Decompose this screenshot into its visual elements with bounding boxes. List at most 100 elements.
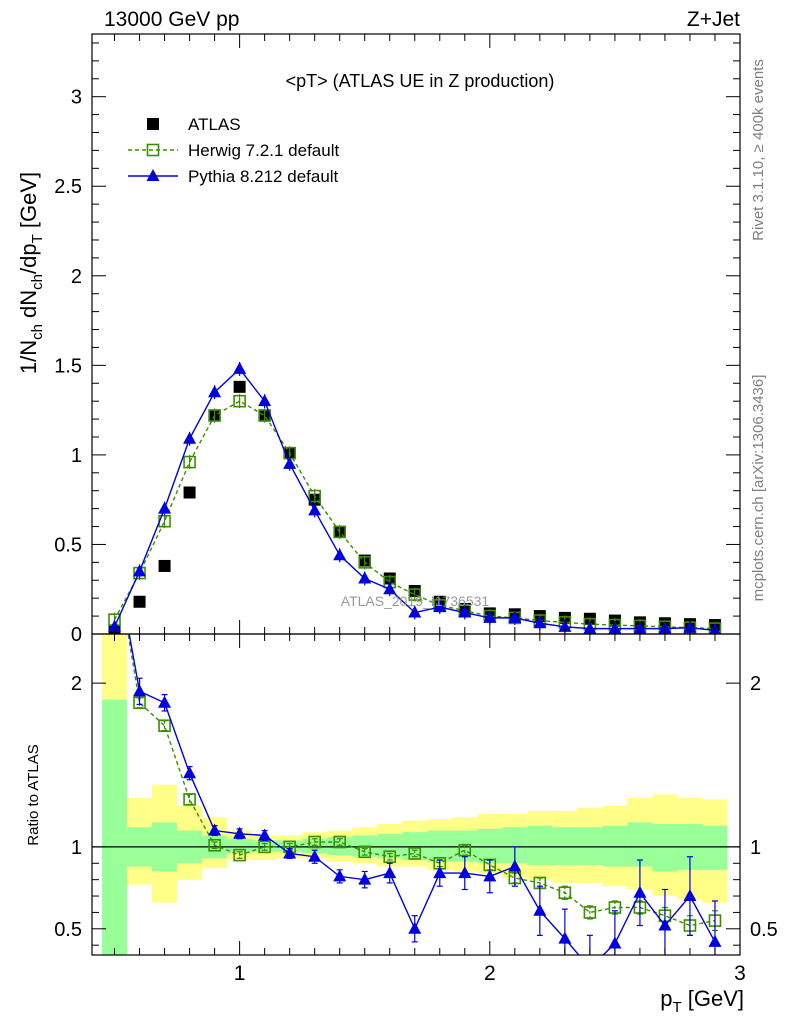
pythia-point <box>433 600 447 613</box>
herwig-point <box>208 409 221 422</box>
stat-band-bin <box>477 828 503 864</box>
ratio-y-tick-label: 0.5 <box>54 919 82 941</box>
herwig-ratio-point <box>458 843 472 857</box>
pythia-ratio-point <box>708 934 722 947</box>
herwig-point <box>358 556 372 569</box>
pythia-ratio-point <box>583 961 596 973</box>
pythia-point <box>258 394 272 407</box>
pythia-point <box>383 582 397 595</box>
herwig-ratio-point <box>383 850 397 864</box>
herwig-point <box>408 588 422 601</box>
herwig-ratio-point <box>258 840 271 854</box>
herwig-ratio-point <box>333 835 346 849</box>
mcplots-label: mcplots.cern.ch [arXiv:1306.3436] <box>750 375 767 602</box>
main-y-tick-label: 3 <box>71 87 82 109</box>
main-y-tick-label: 1.5 <box>54 355 82 377</box>
ratio-uncertainty-bands <box>102 634 728 955</box>
stat-band-bin <box>102 699 128 955</box>
axes: 1 2 300.511.522.530.5 0.51 12 2 <box>54 33 778 985</box>
pythia-point <box>358 571 372 584</box>
pythia-ratio-point <box>133 684 147 697</box>
pythia-ratio-point <box>308 849 322 862</box>
pythia-ratio-point <box>383 866 397 879</box>
ratio-y-axis-title: Ratio to ATLAS <box>25 744 42 845</box>
main-y-tick-label: 1 <box>71 445 82 467</box>
ratio-y-tick-label: 1 <box>71 837 82 859</box>
stat-band-bin <box>652 823 678 872</box>
herwig-legend-label: Herwig 7.2.1 default <box>188 141 339 160</box>
atlas-point <box>133 595 146 608</box>
pythia-point <box>208 385 222 398</box>
stat-band-bin <box>577 827 603 865</box>
herwig-ratio-point <box>408 847 422 860</box>
pythia-point <box>508 610 522 623</box>
pythia-ratio-point <box>683 889 697 902</box>
pythia-point <box>133 564 147 577</box>
pythia-ratio-point <box>333 869 347 882</box>
pythia-point <box>108 619 122 632</box>
pythia-ratio-point <box>183 766 197 779</box>
pythia-ratio-point <box>483 869 497 882</box>
ratio-frame <box>91 633 741 956</box>
watermark: ATLAS_2019_I1736531 <box>341 593 490 609</box>
pythia-point <box>183 431 197 444</box>
plot-title: <pT> (ATLAS UE in Z production) <box>286 71 555 91</box>
x-tick-label: 1 <box>234 962 246 985</box>
pythia-point <box>308 503 322 516</box>
pythia-ratio-point <box>608 936 622 949</box>
stat-band-bin <box>702 825 728 870</box>
ratio-y-tick-label-right: 1 <box>750 837 761 859</box>
main-y-tick-label: 2.5 <box>54 176 82 198</box>
pythia-point <box>158 501 172 514</box>
herwig-ratio-point <box>158 719 171 733</box>
herwig-ratio-point <box>109 547 120 558</box>
pythia-ratio-point <box>433 866 447 879</box>
pythia-point <box>558 619 572 632</box>
herwig-ratio-point <box>308 835 321 849</box>
herwig-point <box>183 455 196 469</box>
pythia-ratio-point <box>283 846 297 859</box>
legend: ATLAS Herwig 7.2.1 default Pythia 8.212 de… <box>128 115 339 186</box>
ratio-plot-area <box>92 547 740 973</box>
atlas-point <box>183 486 196 499</box>
herwig-point <box>308 489 321 503</box>
atlas-legend-label: ATLAS <box>188 115 241 134</box>
x-tick-label: 3 <box>734 962 746 985</box>
pythia-ratio-point <box>158 695 172 708</box>
herwig-ratio-point <box>558 886 572 900</box>
pythia-ratio-point <box>408 921 422 934</box>
herwig-ratio-point <box>358 845 372 859</box>
herwig-point <box>708 622 722 634</box>
pythia-point <box>458 605 472 618</box>
herwig-legend-marker <box>146 143 160 157</box>
pythia-legend-marker <box>146 169 160 181</box>
pythia-ratio-point <box>358 872 372 885</box>
pythia-ratio-point <box>233 826 247 839</box>
rivet-label: Rivet 3.1.10, ≥ 400k events <box>750 59 767 241</box>
atlas-point <box>233 380 246 393</box>
ratio-y-tick-label-right: 0.5 <box>750 919 778 941</box>
pythia-ratio-point <box>533 903 547 916</box>
main-y-tick-label: 2 <box>71 266 82 288</box>
pythia-point <box>333 548 347 561</box>
main-y-tick-label: 0.5 <box>54 534 82 556</box>
herwig-ratio-point <box>583 906 597 919</box>
pythia-ratio-point <box>508 859 522 872</box>
stat-band-bin <box>427 830 453 862</box>
herwig-ratio-point <box>208 838 221 852</box>
herwig-point <box>333 525 346 539</box>
herwig-ratio-point <box>233 848 246 862</box>
header-left: 13000 GeV pp <box>104 8 239 31</box>
stat-band-bin <box>552 827 578 865</box>
x-axis-title: pT [GeV] <box>660 986 744 1016</box>
main-plot-area <box>108 361 722 634</box>
pythia-ratio-point <box>558 931 572 944</box>
ratio-y-tick-label: 2 <box>71 673 82 695</box>
main-y-tick-label: 0 <box>71 624 82 646</box>
atlas-point <box>158 559 171 572</box>
herwig-ratio-point <box>183 793 196 806</box>
pythia-point <box>233 361 247 374</box>
main-y-axis-title: 1/Nch dNch/dpT [GeV] <box>16 172 46 374</box>
pythia-point <box>408 605 422 618</box>
